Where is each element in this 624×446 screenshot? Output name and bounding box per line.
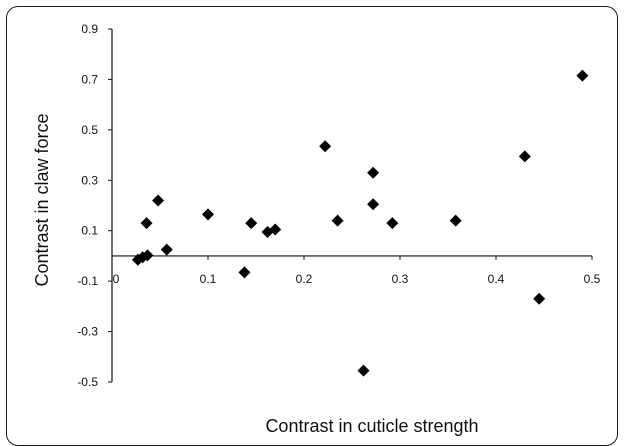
y-tick-label: -0.5 — [77, 375, 98, 389]
scatter-point — [152, 194, 165, 207]
data-points — [131, 69, 589, 377]
scatter-point — [576, 69, 589, 82]
x-tick-label: 0.5 — [584, 272, 601, 286]
scatter-point — [269, 223, 282, 236]
y-tick-label: 0.9 — [81, 22, 98, 36]
x-tick-label: 0.1 — [200, 272, 217, 286]
y-tick-label: 0.3 — [81, 173, 98, 187]
scatter-point — [357, 364, 370, 377]
scatter-point — [141, 249, 154, 262]
y-tick-label: 0.5 — [81, 123, 98, 137]
scatter-point — [160, 243, 173, 256]
scatter-point — [140, 217, 153, 230]
y-tick-label: -0.3 — [77, 325, 98, 339]
x-tick-label: 0.2 — [296, 272, 313, 286]
scatter-point — [449, 214, 462, 227]
scatter-point — [136, 251, 149, 264]
scatter-point — [533, 292, 546, 305]
x-tick-label: 0 — [113, 272, 120, 286]
scatter-point — [367, 166, 380, 179]
x-tick-label: 0.4 — [488, 272, 505, 286]
scatter-point — [367, 198, 380, 211]
scatter-chart: -0.5 -0.3 -0.1 0.1 0.3 0.5 0.7 0.9 0 0.1 0.2 0.3 0.… — [32, 22, 601, 436]
scatter-point — [518, 150, 531, 163]
scatter-point — [202, 208, 214, 221]
scatter-point — [386, 217, 399, 230]
x-tick-labels: 0 0.1 0.2 0.3 0.4 0.5 — [111, 255, 601, 286]
x-tick-label: 0.3 — [392, 272, 409, 286]
x-axis-title: Contrast in cuticle strength — [265, 416, 478, 436]
y-axis-title: Contrast in claw force — [32, 113, 52, 286]
scatter-point — [238, 266, 251, 279]
y-tick-label: 0.7 — [81, 72, 98, 86]
scatter-point — [319, 140, 332, 153]
y-tick-label: -0.1 — [77, 274, 98, 288]
y-tick-label: 0.1 — [81, 224, 98, 238]
scatter-point — [245, 217, 258, 230]
y-tick-labels: -0.5 -0.3 -0.1 0.1 0.3 0.5 0.7 0.9 — [77, 22, 112, 389]
scatter-point — [331, 214, 344, 227]
